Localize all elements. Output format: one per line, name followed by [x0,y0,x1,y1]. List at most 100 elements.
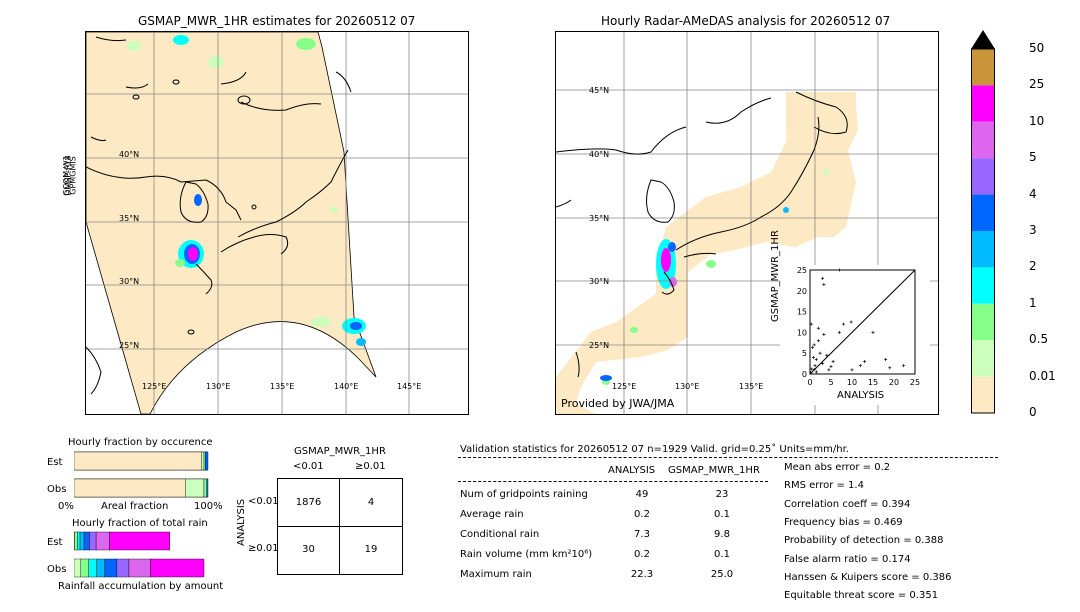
scatter-point [813,364,817,368]
colorbar-tick-label: 10 [1029,113,1045,128]
colorbar-tick-label: 25 [1029,77,1045,92]
scatter-x-tick: 0 [807,378,812,387]
colorbar-tick-label: 50 [1029,41,1045,55]
scatter-y-tick: 0 [802,370,807,379]
scatter-x-tick: 20 [889,378,899,387]
scatter-point [871,330,875,334]
validation-row-gsmap: 23 [715,489,729,500]
rain-fraction-segment [109,531,171,551]
colorbar-tick-label: 0.5 [1029,332,1049,347]
scatter-x-tick: 10 [847,378,857,387]
lat-label-25: 25°N [119,341,140,350]
scatter-point [825,353,829,357]
scatter-point [821,276,825,280]
validation-score: Probability of detection = 0.388 [784,535,944,547]
lon-label-130: 130°E [206,382,231,391]
validation-score: Equitable threat score = 0.351 [784,590,939,602]
colorbar-tick-label: 3 [1029,223,1037,237]
occurence-xlabel: Areal fraction [101,501,169,512]
scatter-point [822,283,826,287]
contingency-row-axis: ANALYSIS [236,498,247,546]
scatter-point [902,364,906,368]
occurence-segment [203,451,206,471]
scatter-point [888,366,892,370]
colorbar-segment [971,121,995,159]
rain-fraction-segment [95,531,110,551]
scatter-point [811,345,815,349]
validation-row-analysis: 7.3 [634,529,650,540]
colorbar-segment [971,231,995,268]
scatter-point [850,368,854,372]
rain-fraction-segment [79,531,85,551]
validation-header: Validation statistics for 20260512 07 n=… [460,444,849,455]
colorbar-tick-label: 2 [1029,259,1037,274]
validation-score: Mean abs error = 0.2 [784,462,891,473]
colorbar-segment [971,158,995,195]
validation-score: False alarm ratio = 0.174 [784,553,911,565]
scatter-point [831,360,835,364]
scatter-point [821,362,825,366]
validation-row-analysis: 0.2 [634,509,650,520]
scatter-point [809,322,813,326]
right-map-title: Hourly Radar-AMeDAS analysis for 2026051… [601,14,891,28]
lat-label-30: 30°N [119,277,140,286]
occurence-segment [201,451,205,471]
colorbar-segment [971,303,995,341]
validation-col-gsmap: GSMAP_MWR_1HR [668,465,760,476]
contingency-col-1: <0.01 [293,461,324,472]
scatter-point [837,268,841,272]
validation-divider-mid [458,481,768,482]
scatter-point [812,367,816,371]
rain-fraction-segment [116,558,130,578]
contingency-row-2: ≥0.01 [248,543,279,554]
rain-fraction-title: Hourly fraction of total rain [72,518,208,529]
colorbar-tick-label: 0.01 [1029,368,1056,383]
rain-fraction-segment [74,558,81,578]
scatter-point [809,371,813,375]
validation-row-label: Num of gridpoints raining [460,489,588,500]
occurence-label-obs: Obs [47,484,67,495]
validation-score: Correlation coeff = 0.394 [784,498,911,510]
right-lon-label-130: 130°E [675,382,700,391]
right-lat-label-30: 30°N [589,277,610,286]
left-map-title: GSMAP_MWR_1HR estimates for 20260512 07 [138,14,416,28]
contingency-row-1: <0.01 [248,496,279,507]
scatter-point [829,365,833,369]
colorbar-tick-label: 0 [1029,405,1037,419]
colorbar [971,30,995,415]
credit-text: Provided by JWA/JMA [561,397,675,410]
lat-label-40: 40°N [119,150,140,159]
left-map: 40°N 35°N 30°N 25°N 125°E 130°E 135°E 14… [85,31,469,415]
contingency-title: GSMAP_MWR_1HR [294,446,386,457]
validation-row-gsmap: 9.8 [714,529,730,540]
satellite-labels: GCOM-W1 DMSP-F18 GPMGMIS [60,155,90,205]
colorbar-segment [971,340,995,377]
validation-row-label: Average rain [460,509,524,520]
validation-score: Hanssen & Kuipers score = 0.386 [784,571,952,583]
scatter-point [812,343,816,347]
scatter-y-tick: 25 [797,266,807,275]
scatter-point [810,367,814,371]
occurence-label-est: Est [47,457,63,468]
lat-label-35: 35°N [119,214,140,223]
colorbar-frame [971,48,995,414]
scatter-point [863,360,867,364]
scatter-diagonal [809,269,916,375]
lon-label-135: 135°E [270,382,295,391]
scatter-point [822,332,826,336]
scatter-point [849,320,853,324]
right-lat-label-35: 35°N [589,214,610,223]
lon-label-145: 145°E [397,382,422,391]
occurence-tick-0: 0% [58,501,74,512]
colorbar-over-triangle [971,30,995,49]
scatter-point [837,330,841,334]
validation-score: Frequency bias = 0.469 [784,516,903,528]
contingency-cell-00: 1876 [295,497,322,508]
scatter-point [884,357,888,361]
validation-row-gsmap: 0.1 [714,509,730,520]
rain-fraction-segment [83,531,90,551]
rain-fraction-xlabel: Rainfall accumulation by amount [58,581,224,592]
scatter-point [814,370,818,374]
lon-label-125: 125°E [142,382,167,391]
scatter-y-tick: 5 [802,349,807,358]
